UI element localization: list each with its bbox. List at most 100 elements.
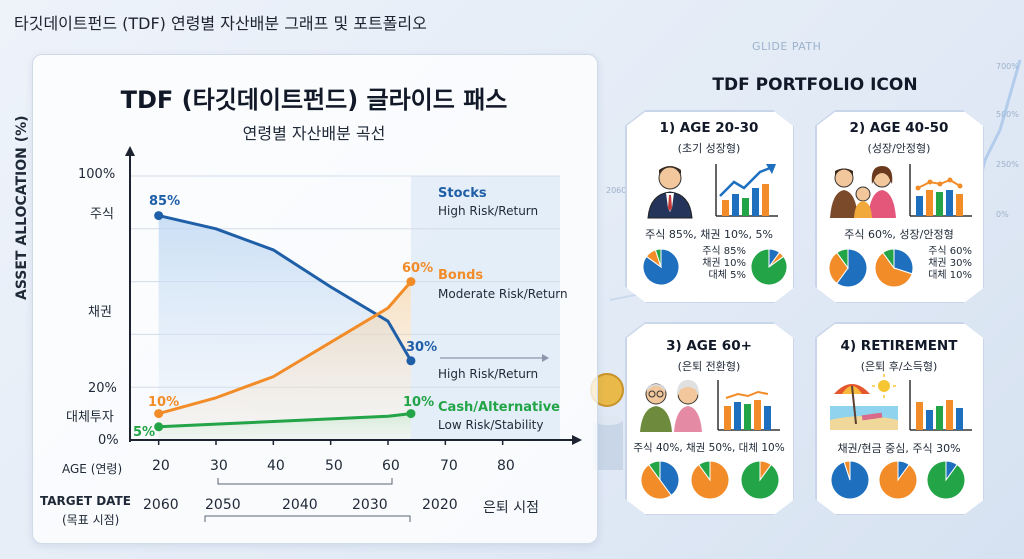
stocks-start-point bbox=[154, 211, 164, 221]
legend-stocks-desc: High Risk/Return bbox=[438, 204, 539, 218]
x-tick-age: 20 bbox=[152, 458, 170, 474]
card-detail-line: 채권 30% bbox=[928, 258, 972, 269]
allocation-pie-chart bbox=[740, 460, 780, 500]
pie-slice bbox=[882, 248, 895, 270]
pie-slice bbox=[654, 248, 662, 268]
bonds-start-point bbox=[154, 409, 164, 419]
card-detail-line: 대체 10% bbox=[928, 270, 972, 281]
card-subtitle: (성장/안정형) bbox=[867, 142, 931, 155]
background-tick: 250% bbox=[996, 160, 1019, 169]
allocation-pie-chart bbox=[874, 248, 914, 288]
target-bracket bbox=[204, 515, 411, 522]
family-icon bbox=[830, 166, 896, 218]
document-title: 타깃데이트펀드 (TDF) 연령별 자산배분 그래프 및 포트폴리오 bbox=[14, 14, 427, 33]
allocation-pie-chart bbox=[750, 248, 788, 286]
stocks-end-point bbox=[406, 356, 416, 366]
x-tick-target: 2030 bbox=[352, 497, 388, 513]
cash-alternative-end-point bbox=[406, 409, 416, 419]
bonds-area bbox=[158, 281, 411, 440]
pie-slice bbox=[640, 463, 672, 500]
y-tick-label: 0% bbox=[98, 433, 119, 448]
businessman-icon bbox=[647, 166, 693, 219]
pie-slice bbox=[893, 248, 914, 275]
cash-start-label: 5% bbox=[133, 425, 156, 440]
background-tick: 500% bbox=[996, 110, 1019, 119]
stocks-line bbox=[158, 214, 413, 362]
pie-slice bbox=[750, 248, 788, 286]
card-detail-line: 주식 60% bbox=[928, 246, 972, 257]
age-row-label: AGE (연령) bbox=[62, 462, 123, 476]
retirement-bar-chart-icon bbox=[909, 380, 972, 431]
chart-subtitle: 연령별 자산배분 곡선 bbox=[242, 124, 386, 143]
cash-alternative-start-point bbox=[154, 422, 164, 432]
background-year: 2060 bbox=[606, 186, 627, 195]
y-tick-label: 100% bbox=[78, 167, 116, 182]
pie-slice bbox=[698, 460, 711, 482]
y-tick-label: 대체투자 bbox=[66, 410, 114, 425]
coin-stack-icon bbox=[590, 373, 624, 470]
income-bar-chart-icon bbox=[717, 380, 780, 431]
background-tick: 0% bbox=[996, 210, 1009, 219]
card-title: 4) RETIREMENT bbox=[840, 338, 958, 354]
pie-slice bbox=[843, 460, 851, 481]
bonds-end-point bbox=[406, 277, 416, 287]
allocation-pie-chart bbox=[830, 460, 870, 500]
card-detail-line: 주식 85% bbox=[702, 246, 746, 257]
card-subtitle: (은퇴 후/소득형) bbox=[860, 360, 938, 373]
target-row-label: TARGET DATE bbox=[40, 494, 131, 508]
card-allocation: 주식 40%, 채권 50%, 대체 10% bbox=[633, 442, 785, 454]
x-tick-age: 80 bbox=[497, 458, 515, 474]
x-tick-target: 은퇴 시점 bbox=[483, 500, 539, 516]
card-allocation: 주식 60%, 성장/안정형 bbox=[844, 228, 954, 241]
card-detail: 주식 60% 채권 30% 대체 10% bbox=[914, 246, 972, 282]
pie-slice bbox=[740, 460, 780, 500]
card-allocation: 채권/현금 중심, 주식 30% bbox=[837, 442, 961, 455]
stocks-end-label: 30% bbox=[406, 340, 438, 355]
card-detail-line: 채권 10% bbox=[702, 258, 746, 269]
background-tick: 700% bbox=[996, 62, 1019, 71]
post-target-region bbox=[410, 176, 560, 440]
chart-title: TDF (타깃데이트펀드) 글라이드 패스 bbox=[120, 86, 508, 114]
x-tick-target: 2060 bbox=[143, 497, 179, 513]
stocks-start-label: 85% bbox=[149, 194, 181, 209]
background-glide-label: GLIDE PATH bbox=[752, 40, 822, 53]
x-tick-target: 2040 bbox=[282, 497, 318, 513]
portfolio-title: TDF PORTFOLIO ICON bbox=[712, 75, 918, 95]
x-tick-age: 70 bbox=[440, 458, 458, 474]
pie-slice bbox=[878, 460, 918, 500]
x-tick-age: 30 bbox=[210, 458, 228, 474]
x-tick-target: 2050 bbox=[205, 497, 241, 513]
pie-slice bbox=[836, 248, 868, 288]
x-tick-target: 2020 bbox=[422, 497, 458, 513]
y-tick-label: 주식 bbox=[90, 207, 114, 222]
growth-bar-chart-icon bbox=[715, 164, 778, 217]
bonds-end-label: 60% bbox=[402, 261, 434, 276]
allocation-pie-chart bbox=[640, 460, 680, 500]
allocation-pie-chart bbox=[642, 248, 680, 286]
card-subtitle: (은퇴 전환형) bbox=[677, 360, 741, 373]
card-title: 1) AGE 20-30 bbox=[659, 120, 759, 136]
bonds-line bbox=[158, 280, 413, 416]
x-tick-age: 40 bbox=[267, 458, 285, 474]
allocation-pie-chart bbox=[878, 460, 918, 500]
legend-bonds-desc: Moderate Risk/Return bbox=[438, 287, 568, 301]
card-subtitle: (초기 성장형) bbox=[677, 142, 741, 155]
glide-path-chart bbox=[125, 146, 582, 445]
card-allocation: 주식 85%, 채권 10%, 5% bbox=[645, 228, 773, 241]
card-detail-line: 대체 5% bbox=[708, 270, 746, 281]
legend-arrow-desc: High Risk/Return bbox=[438, 367, 539, 381]
pie-slice bbox=[659, 460, 680, 497]
pie-slice bbox=[836, 248, 849, 270]
y-tick-label: 채권 bbox=[88, 305, 112, 320]
pie-slice bbox=[874, 251, 913, 288]
allocation-pie-chart bbox=[926, 460, 966, 500]
cash-alternative-area bbox=[158, 413, 411, 440]
legend-bonds-title: Bonds bbox=[438, 268, 484, 283]
legend-arrow-icon bbox=[440, 354, 549, 362]
card-title: 3) AGE 60+ bbox=[666, 338, 752, 354]
beach-umbrella-icon bbox=[830, 374, 898, 430]
cash-end-label: 10% bbox=[403, 395, 435, 410]
pie-slice bbox=[828, 251, 849, 285]
y-tick-label: 20% bbox=[88, 381, 117, 396]
legend-stocks-title: Stocks bbox=[438, 186, 487, 201]
